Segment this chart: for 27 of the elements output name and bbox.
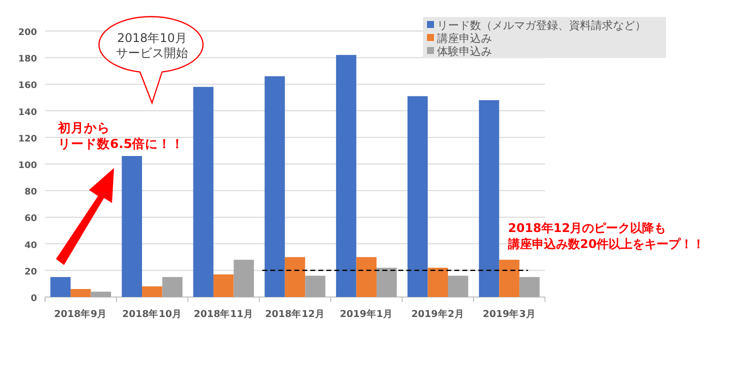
y-tick-label: 20: [24, 267, 37, 278]
y-tick-label: 160: [18, 81, 37, 92]
y-tick-label: 120: [18, 134, 37, 144]
y-tick-label: 60: [24, 214, 37, 224]
y-tick-label: 140: [18, 108, 37, 118]
x-tick-label: 2018年10月: [122, 308, 182, 320]
y-tick-label: 0: [30, 294, 37, 304]
x-tick-label: 2019年3月: [482, 308, 536, 320]
annotation: 初月から: [57, 120, 110, 135]
y-tick-label: 40: [24, 240, 37, 251]
legend-label: 講座申込み: [437, 32, 492, 45]
y-tick-label: 80: [24, 188, 37, 198]
legend-label: リード数（メルマガ登録、資料請求など）: [437, 19, 646, 32]
annotation: 2018年10月: [117, 31, 187, 45]
x-tick-label: 2019年2月: [411, 308, 464, 320]
y-tick-label: 100: [18, 161, 37, 171]
x-tick-label: 2019年1月: [340, 308, 393, 320]
x-tick-label: 2018年12月: [265, 308, 325, 320]
y-tick-label: 180: [18, 54, 37, 65]
x-tick-label: 2018年9月: [54, 308, 108, 320]
annotation: 2018年12月のピーク以降も: [508, 221, 666, 235]
annotation: サービス開始: [116, 46, 188, 60]
x-tick-label: 2018年11月: [194, 308, 254, 320]
legend-label: 体験申込み: [437, 45, 492, 58]
annotation: 講座申込み数20件以上をキープ！！: [507, 237, 705, 251]
y-tick-label: 200: [18, 28, 37, 38]
annotation: リード数6.5倍に！！: [58, 136, 184, 151]
